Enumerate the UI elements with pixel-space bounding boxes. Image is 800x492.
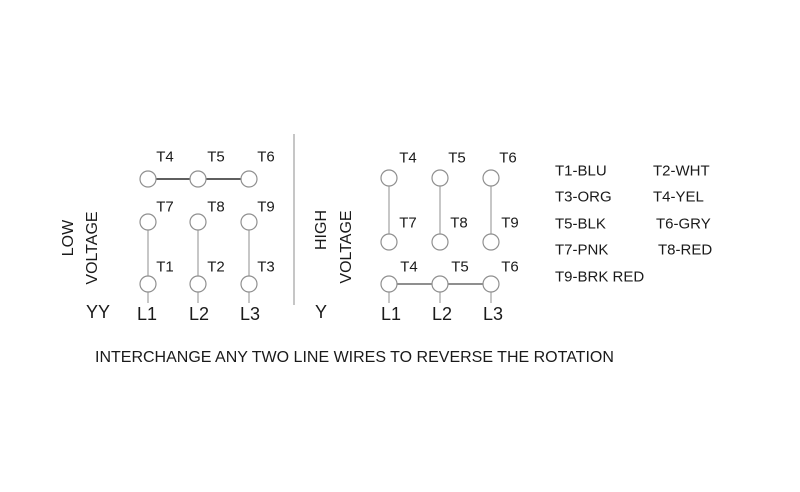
legend-t1-blu: T1-BLU — [555, 162, 607, 180]
high-terminal-t5-top — [431, 169, 449, 187]
low-t1-label: T1 — [156, 258, 174, 276]
legend-t6-gry: T6-GRY — [656, 215, 711, 233]
low-terminal-t3 — [240, 275, 258, 293]
high-terminal-t7 — [380, 233, 398, 251]
legend-t5-blk: T5-BLK — [555, 215, 606, 233]
high-t4-top-label: T4 — [399, 149, 417, 167]
low-l3-label: L3 — [239, 304, 261, 324]
high-t9-label: T9 — [501, 214, 519, 232]
low-terminal-t8 — [189, 213, 207, 231]
high-l3-label: L3 — [482, 304, 504, 324]
low-terminal-t4 — [139, 170, 157, 188]
rotation-caption: INTERCHANGE ANY TWO LINE WIRES TO REVERS… — [95, 349, 614, 366]
high-t8-label: T8 — [450, 214, 468, 232]
low-t2-label: T2 — [207, 258, 225, 276]
low-l2-label: L2 — [188, 304, 210, 324]
low-terminal-t9 — [240, 213, 258, 231]
low-terminal-t7 — [139, 213, 157, 231]
high-terminal-t6-bottom — [482, 275, 500, 293]
high-t5-bottom-label: T5 — [451, 258, 469, 276]
low-terminal-t6 — [240, 170, 258, 188]
low-terminal-t5 — [189, 170, 207, 188]
low-t5-label: T5 — [207, 148, 225, 166]
high-l2-label: L2 — [431, 304, 453, 324]
legend-t3-org: T3-ORG — [555, 188, 612, 206]
legend-t9-brk-red: T9-BRK RED — [555, 268, 645, 286]
low-l1-label: L1 — [136, 304, 158, 324]
high-terminal-t8 — [431, 233, 449, 251]
high-t7-label: T7 — [399, 214, 417, 232]
low-t9-label: T9 — [257, 198, 275, 216]
low-t7-label: T7 — [156, 198, 174, 216]
high-terminal-t4-top — [380, 169, 398, 187]
high-t4-bottom-label: T4 — [400, 258, 418, 276]
high-l1-label: L1 — [380, 304, 402, 324]
high-voltage-label: VOLTAGE — [338, 210, 355, 284]
high-terminal-t9 — [482, 233, 500, 251]
legend-t4-yel: T4-YEL — [653, 188, 704, 206]
high-terminal-t6-top — [482, 169, 500, 187]
low-terminal-t1 — [139, 275, 157, 293]
legend-t2-wht: T2-WHT — [653, 162, 710, 180]
low-voltage-label: VOLTAGE — [84, 211, 101, 285]
high-side-label: HIGH — [313, 210, 330, 250]
low-t8-label: T8 — [207, 198, 225, 216]
high-t5-top-label: T5 — [448, 149, 466, 167]
legend-t8-red: T8-RED — [658, 241, 713, 259]
high-connection-label: Y — [314, 302, 328, 322]
low-t3-label: T3 — [257, 258, 275, 276]
high-t6-top-label: T6 — [499, 149, 517, 167]
high-t6-bottom-label: T6 — [501, 258, 519, 276]
high-terminal-t4-bottom — [380, 275, 398, 293]
low-side-label: LOW — [60, 219, 77, 257]
high-terminal-t5-bottom — [431, 275, 449, 293]
legend-t7-pnk: T7-PNK — [555, 241, 609, 259]
low-connection-label: YY — [85, 302, 111, 322]
low-terminal-t2 — [189, 275, 207, 293]
low-t6-label: T6 — [257, 148, 275, 166]
low-t4-label: T4 — [156, 148, 174, 166]
